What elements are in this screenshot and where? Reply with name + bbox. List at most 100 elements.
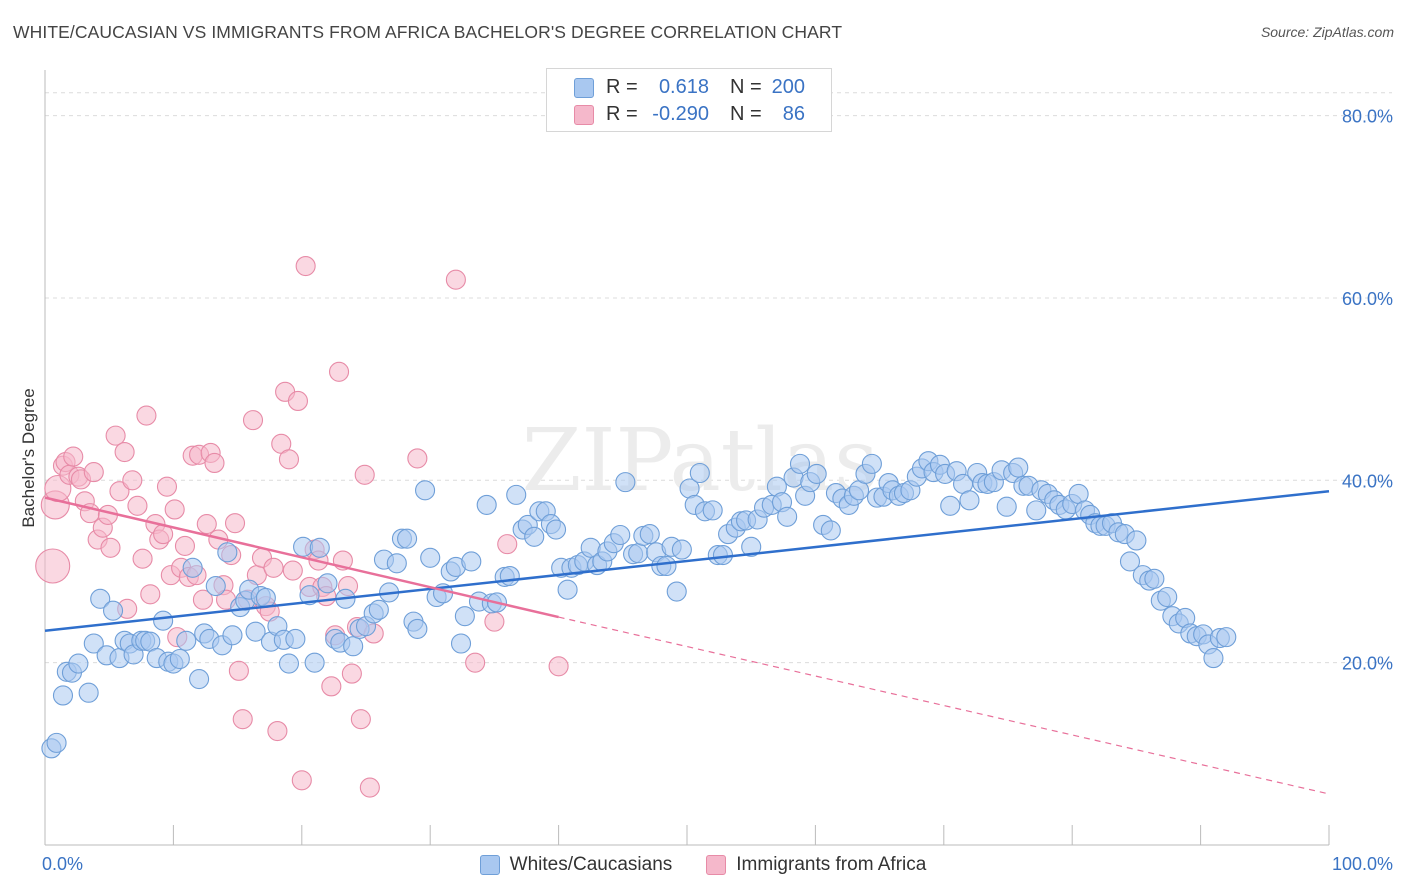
series-immigrants-points (35, 255, 569, 798)
point-immigrants (291, 770, 312, 791)
point-immigrants (224, 513, 246, 534)
point-whites (182, 557, 203, 578)
point-whites (545, 519, 567, 540)
point-whites (285, 628, 306, 649)
n-label: N = (730, 102, 762, 125)
r-value: 0.618 (658, 75, 709, 98)
point-whites (343, 636, 364, 657)
point-whites (397, 528, 418, 549)
point-whites (78, 682, 99, 703)
point-whites (461, 551, 482, 572)
point-whites (820, 520, 841, 541)
point-whites (450, 633, 472, 654)
point-whites (415, 480, 436, 501)
point-whites (317, 573, 338, 594)
point-whites (861, 453, 882, 474)
point-immigrants (321, 676, 342, 697)
point-immigrants (278, 449, 300, 470)
point-immigrants (63, 446, 84, 467)
point-immigrants (497, 534, 518, 555)
point-whites (1126, 530, 1147, 551)
point-immigrants (127, 495, 148, 516)
point-whites (702, 500, 723, 521)
y-axis-label: Bachelor's Degree (19, 388, 38, 527)
r-value: -0.290 (652, 102, 709, 125)
point-whites (506, 484, 527, 505)
point-whites (1203, 648, 1224, 669)
point-immigrants (109, 481, 130, 502)
point-whites (386, 553, 407, 574)
point-whites (499, 565, 520, 587)
point-whites (1119, 551, 1141, 572)
r-label: R = (606, 102, 638, 125)
chart-title: WHITE/CAUCASIAN VS IMMIGRANTS FROM AFRIC… (13, 22, 843, 42)
point-immigrants (122, 470, 143, 491)
point-whites (205, 576, 226, 597)
point-immigrants (100, 537, 121, 558)
point-immigrants (287, 390, 308, 412)
point-whites (189, 669, 210, 690)
point-immigrants (465, 652, 486, 673)
point-whites (309, 537, 330, 558)
point-whites (368, 599, 389, 620)
tick-labels: 20.0% 40.0% 60.0% 80.0% 0.0% 100.0% (42, 107, 1393, 874)
point-whites (153, 610, 174, 631)
point-immigrants (282, 560, 303, 581)
legend-swatch-whites (479, 855, 500, 875)
legend-entry-whites[interactable]: Whites/Caucasians (479, 854, 673, 876)
point-immigrants (132, 548, 153, 569)
stats-swatch-immigrants (574, 105, 594, 125)
point-immigrants (328, 361, 350, 382)
series-whites-points (41, 451, 1237, 759)
point-whites (52, 685, 74, 706)
point-immigrants (359, 777, 380, 798)
point-whites (806, 463, 827, 484)
point-whites (959, 490, 980, 511)
point-whites (789, 453, 811, 474)
point-whites (407, 618, 428, 639)
legend-label-whites: Whites/Caucasians (509, 854, 673, 875)
source-label: Source: ZipAtlas.com (1260, 24, 1394, 40)
point-whites (68, 653, 89, 674)
trend-lines (44, 489, 1330, 795)
point-whites (1008, 457, 1029, 478)
point-whites (557, 579, 578, 600)
trend-line-whites (44, 489, 1330, 632)
y-tick-label: 60.0% (1342, 289, 1393, 309)
y-tick-label: 80.0% (1342, 107, 1393, 127)
point-whites (628, 543, 649, 564)
point-immigrants (204, 452, 225, 474)
legend-entry-immigrants[interactable]: Immigrants from Africa (706, 854, 926, 876)
point-whites (90, 588, 111, 609)
legend-swatch-immigrants (706, 855, 727, 875)
watermark: ZIPatlas (522, 411, 878, 511)
point-whites (777, 506, 798, 527)
point-whites (996, 496, 1017, 517)
point-whites (1216, 627, 1237, 648)
stats-swatch-whites (574, 78, 594, 98)
point-whites (217, 542, 238, 563)
point-whites (46, 732, 67, 753)
point-whites (615, 472, 636, 493)
point-whites (1026, 500, 1047, 521)
bottom-legend: Whites/Caucasians Immigrants from Africa (0, 852, 1406, 878)
point-whites (741, 536, 762, 557)
point-immigrants (136, 405, 157, 426)
point-immigrants (341, 663, 362, 684)
point-immigrants (114, 441, 135, 463)
point-immigrants (232, 709, 253, 730)
point-whites (454, 606, 475, 627)
point-whites (299, 585, 320, 606)
point-immigrants (263, 557, 284, 578)
point-whites (222, 625, 243, 646)
point-whites (689, 462, 710, 484)
point-whites (1144, 568, 1165, 589)
x-tick-label: 100.0% (1332, 854, 1393, 874)
axes (44, 70, 1330, 846)
point-immigrants (164, 499, 185, 520)
point-immigrants (35, 548, 71, 584)
point-immigrants (105, 425, 126, 446)
point-immigrants (548, 656, 569, 677)
point-immigrants (192, 589, 213, 610)
point-whites (255, 587, 276, 608)
